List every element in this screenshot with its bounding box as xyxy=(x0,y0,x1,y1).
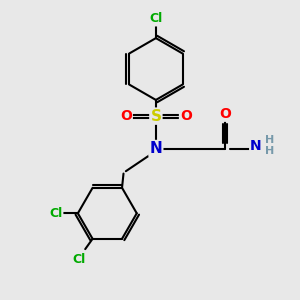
Text: H: H xyxy=(265,146,274,156)
Text: O: O xyxy=(120,109,132,123)
Text: O: O xyxy=(180,109,192,123)
Text: N: N xyxy=(149,141,162,156)
Text: N: N xyxy=(250,139,262,153)
Text: Cl: Cl xyxy=(149,13,163,26)
Text: Cl: Cl xyxy=(49,207,62,220)
Text: O: O xyxy=(219,107,231,121)
Text: H: H xyxy=(265,135,274,145)
Text: Cl: Cl xyxy=(73,253,86,266)
Text: S: S xyxy=(150,109,161,124)
